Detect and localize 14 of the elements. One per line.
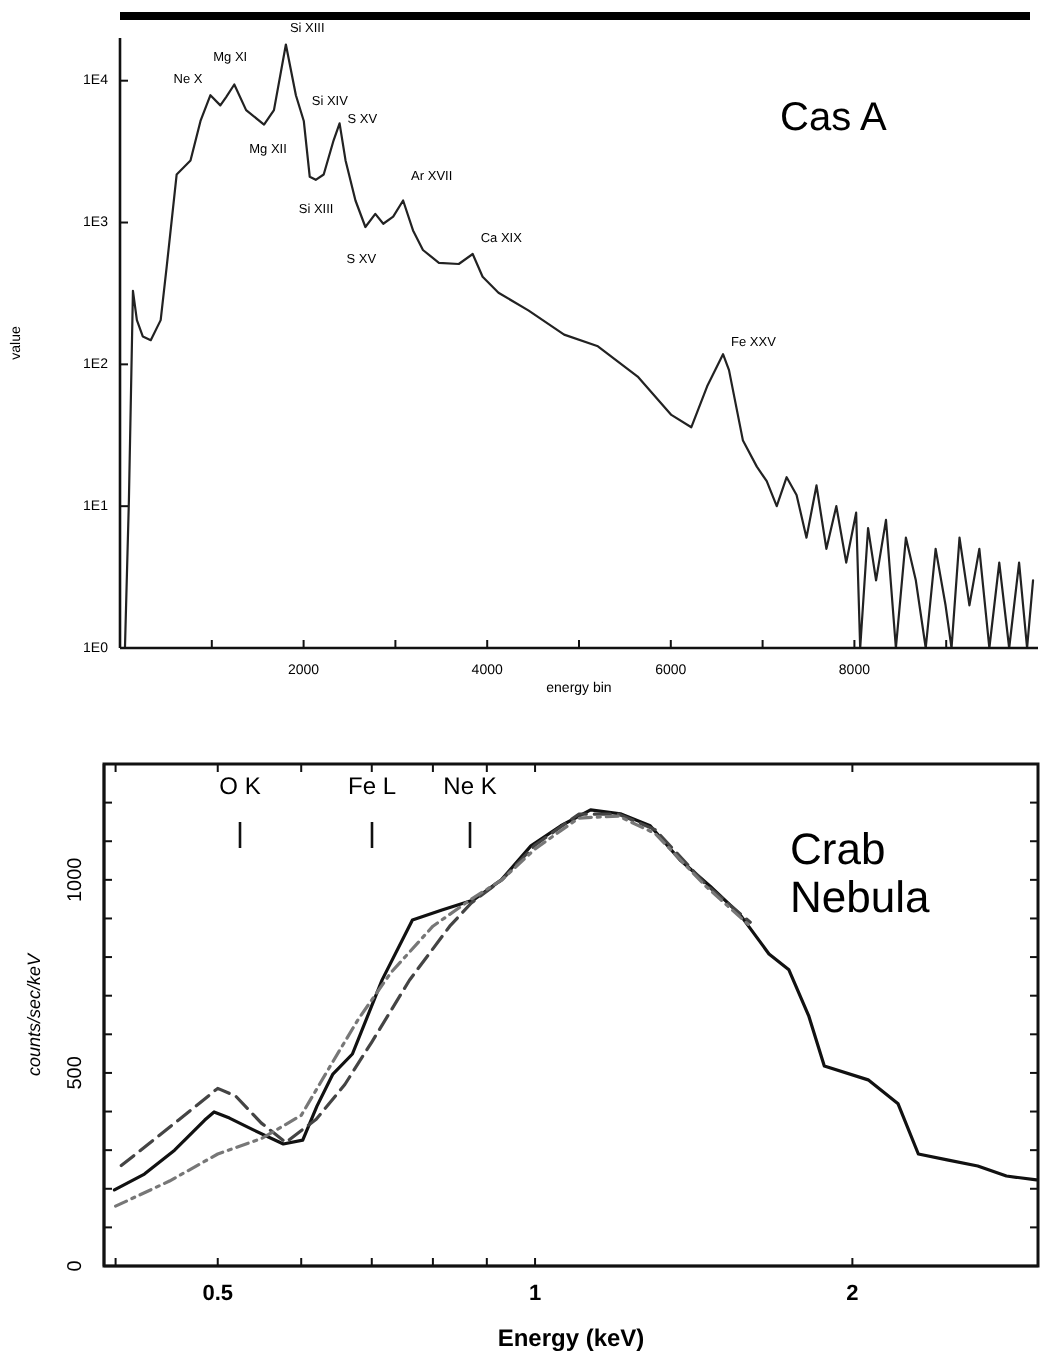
- y-axis-title: counts/sec/keV: [24, 951, 44, 1077]
- x-tick-label: 0.5: [202, 1282, 234, 1306]
- annotation: O K: [219, 772, 261, 800]
- text: Cas A: [780, 96, 889, 140]
- y-tick-label: 1000: [65, 856, 88, 903]
- y-tick-label: 500: [65, 1055, 88, 1090]
- annotation: Ne K: [443, 772, 497, 800]
- y-tick-label: 0: [65, 1259, 88, 1272]
- annotation: Fe L: [347, 772, 397, 800]
- x-tick-label: 1: [528, 1282, 542, 1306]
- text: Crab Nebula: [790, 824, 931, 923]
- line-series: [123, 43, 1035, 650]
- x-axis-title: Energy (keV): [497, 1324, 645, 1352]
- x-tick-label: 2: [846, 1282, 859, 1306]
